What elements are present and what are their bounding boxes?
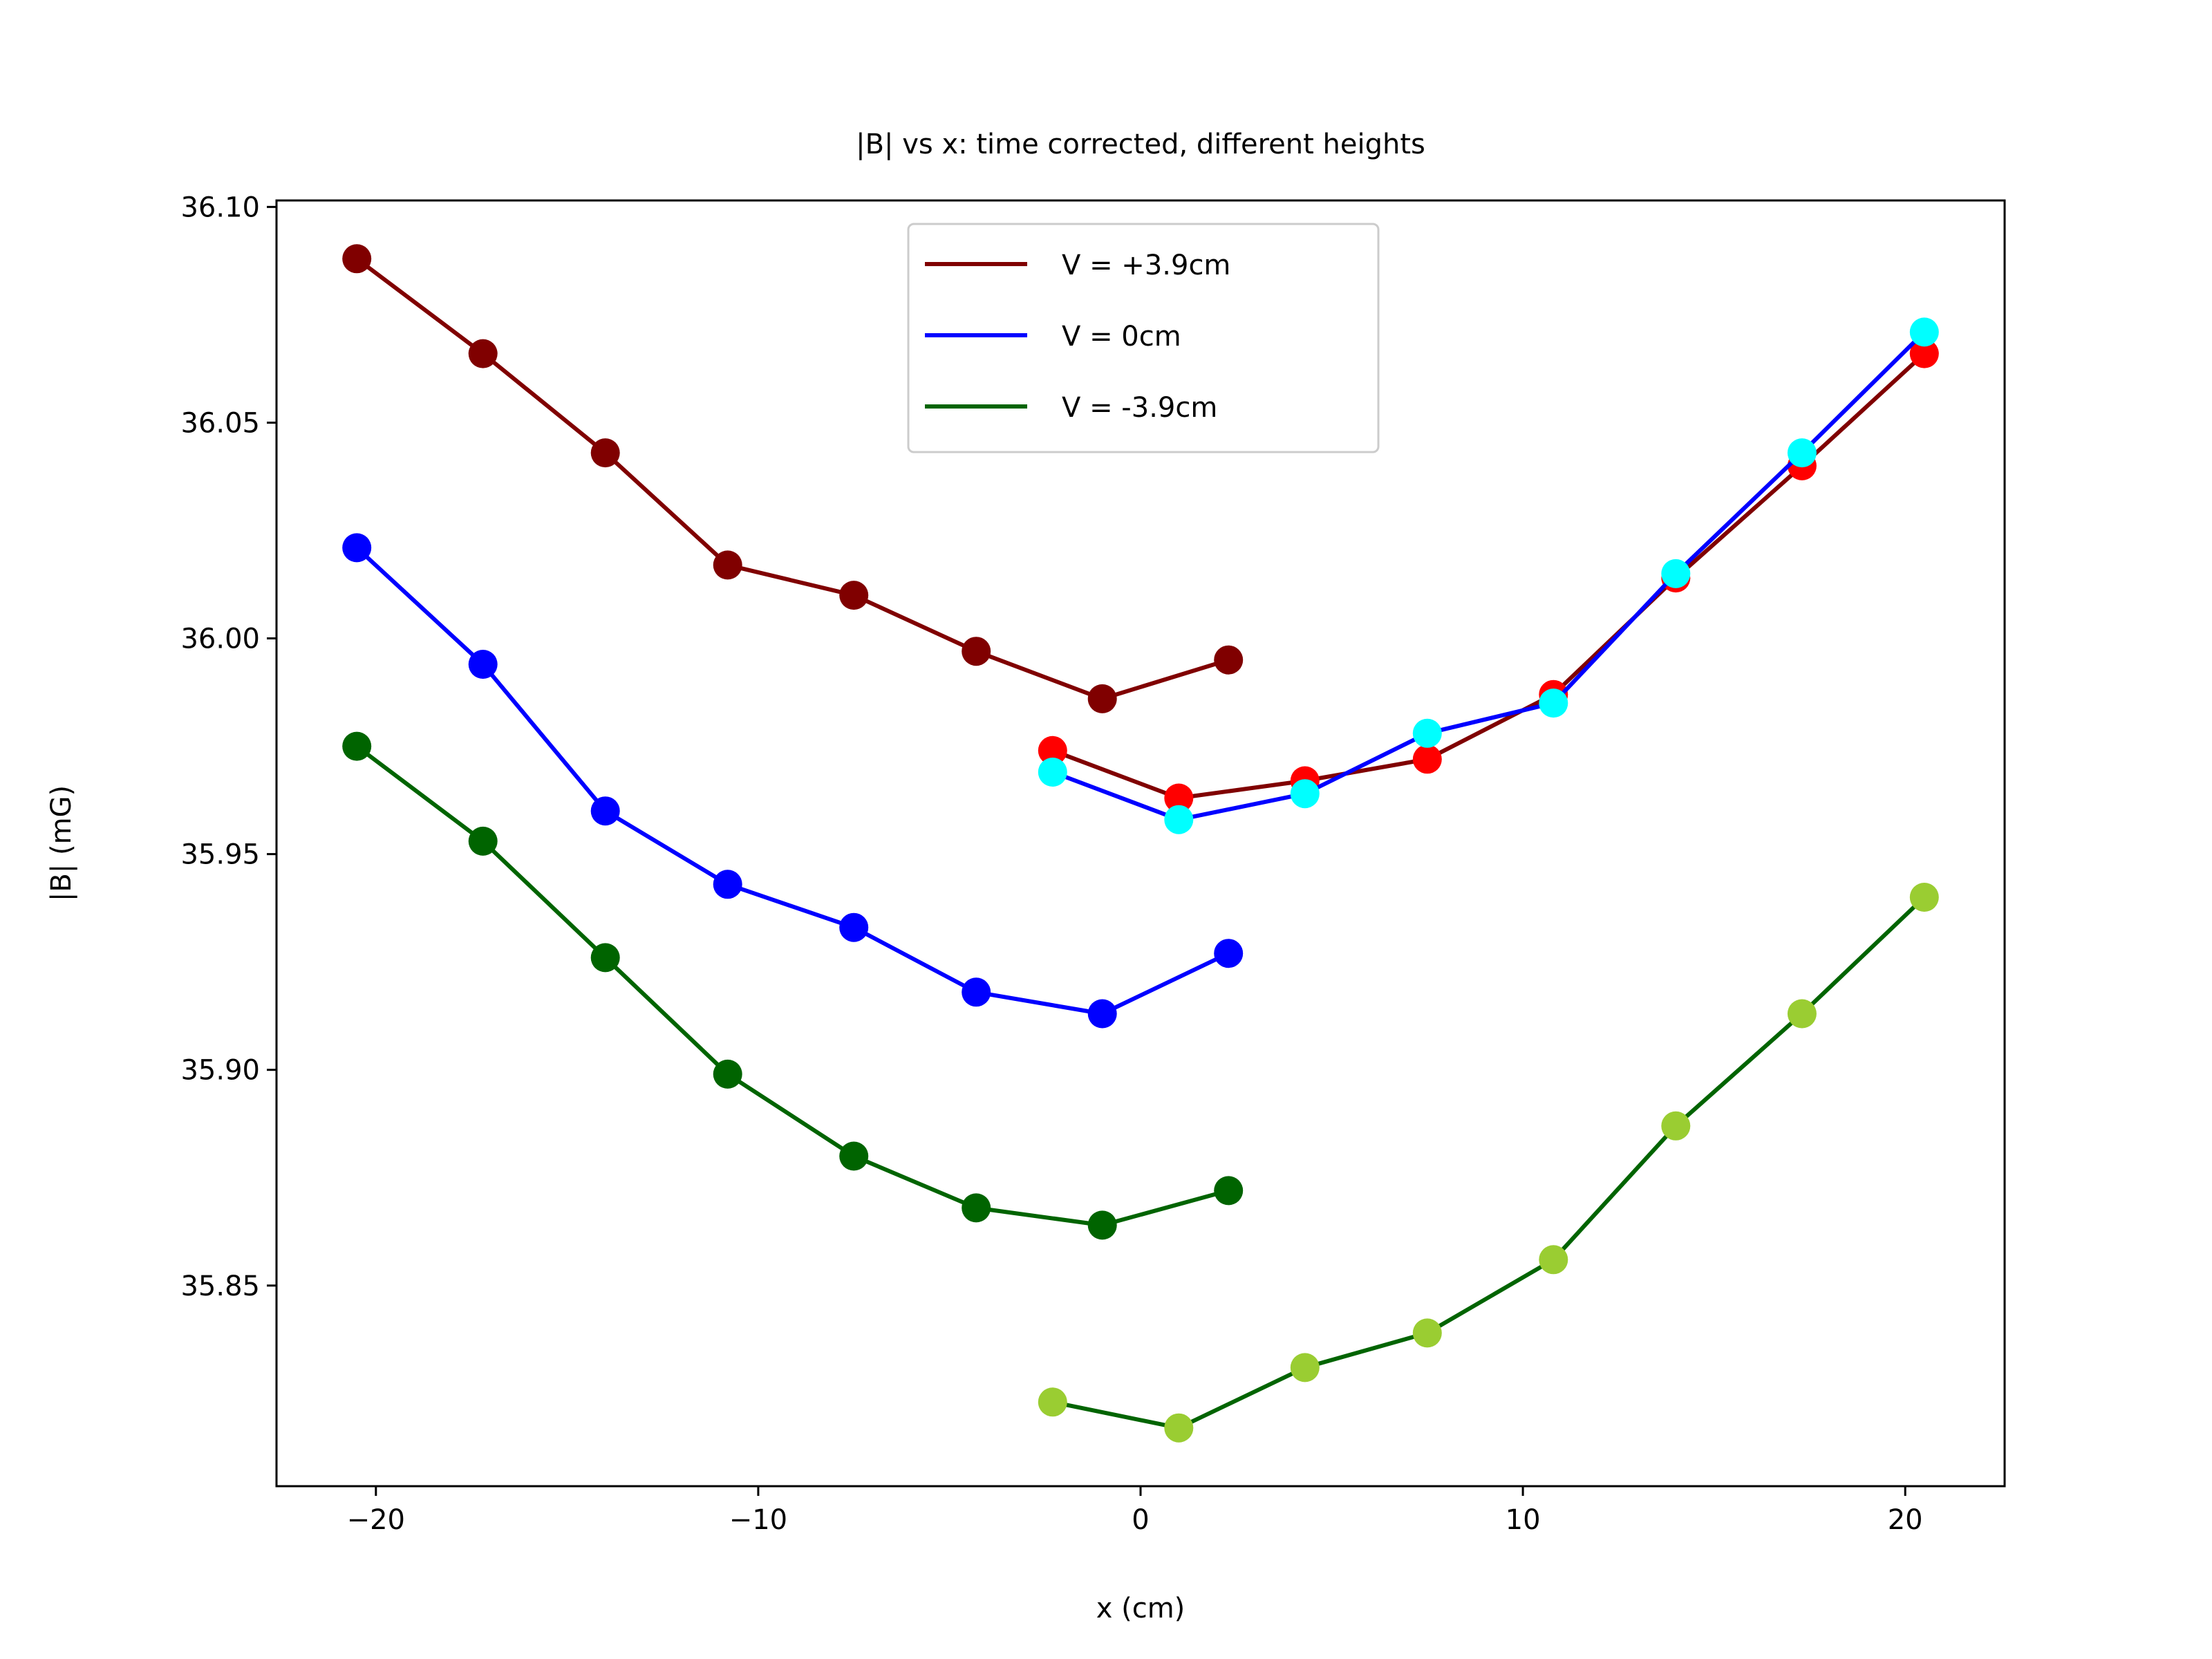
y-tick-label: 35.95: [180, 839, 260, 871]
y-tick-label: 36.10: [180, 191, 260, 223]
data-point: [713, 1059, 742, 1089]
plot-frame: [275, 199, 2006, 1488]
data-point: [1087, 684, 1117, 713]
data-point: [1214, 939, 1244, 968]
data-point: [1412, 718, 1442, 748]
data-point: [962, 1193, 991, 1223]
axis-ticks: −20 −10 0 10 20 35.85 35.90 35.95 36.00 36.05 36.1…: [180, 191, 1922, 1536]
data-point: [1087, 999, 1117, 1029]
data-point: [713, 550, 742, 580]
data-point: [1787, 999, 1817, 1029]
series-line: [1052, 895, 1926, 1430]
data-point: [1909, 339, 1939, 368]
data-point: [468, 650, 498, 679]
data-point: [1164, 1413, 1194, 1443]
legend-label-v-plus: V = +3.9cm: [1062, 250, 1230, 281]
legend-box: [907, 223, 1380, 453]
series-layer: [342, 244, 1939, 1443]
series-5: [1038, 883, 1939, 1443]
series-line: [355, 744, 1229, 1228]
data-point: [342, 731, 372, 761]
data-point: [1038, 1387, 1067, 1417]
data-point: [962, 637, 991, 666]
series-line: [1051, 330, 1926, 822]
data-point: [1214, 645, 1244, 675]
y-tick-label: 36.05: [180, 407, 260, 439]
x-tick-label: −10: [729, 1504, 787, 1536]
data-point: [1661, 559, 1691, 588]
series-line: [355, 256, 1230, 701]
data-point: [713, 870, 742, 899]
data-point: [590, 438, 620, 468]
series-0: [342, 244, 1244, 713]
legend-label-v-minus: V = -3.9cm: [1062, 392, 1217, 424]
data-point: [1214, 1176, 1244, 1206]
data-point: [1909, 317, 1939, 347]
x-tick-label: 20: [1888, 1504, 1923, 1536]
data-point: [839, 912, 869, 942]
data-point: [1787, 438, 1817, 468]
y-axis-label: |B| (mG): [46, 785, 77, 901]
legend-label-v-zero: V = 0cm: [1062, 321, 1181, 353]
data-point: [468, 826, 498, 856]
data-point: [1661, 1111, 1691, 1141]
series-1: [342, 533, 1244, 1029]
y-tick-label: 36.00: [180, 624, 260, 655]
data-point: [1164, 805, 1194, 834]
data-point: [1038, 758, 1067, 787]
data-point: [342, 244, 372, 274]
chart-title: |B| vs x: time corrected, different heig…: [856, 129, 1425, 160]
x-tick-label: 0: [1132, 1504, 1149, 1536]
series-4: [1038, 317, 1939, 834]
series-line: [355, 546, 1230, 1016]
data-point: [1038, 735, 1067, 765]
data-point: [1087, 1210, 1117, 1240]
data-point: [839, 1141, 869, 1171]
data-point: [1412, 1318, 1442, 1348]
x-tick-label: −20: [347, 1504, 405, 1536]
y-tick-label: 35.90: [180, 1055, 260, 1087]
y-tick-label: 35.85: [180, 1271, 260, 1302]
data-point: [839, 581, 869, 610]
data-point: [590, 943, 620, 973]
x-tick-label: 10: [1506, 1504, 1541, 1536]
legend: V = +3.9cm V = 0cm V = -3.9cm: [907, 223, 1380, 453]
data-point: [1290, 1353, 1320, 1382]
data-point: [1164, 783, 1194, 813]
x-axis-label: x (cm): [1096, 1593, 1185, 1624]
data-point: [962, 977, 991, 1007]
data-point: [1539, 688, 1568, 718]
series-line: [1051, 352, 1926, 800]
data-point: [1909, 883, 1939, 912]
data-point: [342, 533, 372, 563]
data-point: [1539, 1245, 1568, 1275]
data-point: [1412, 744, 1442, 774]
series-2: [342, 731, 1244, 1240]
data-point: [590, 796, 620, 826]
data-point: [1290, 779, 1320, 809]
data-point: [468, 339, 498, 368]
